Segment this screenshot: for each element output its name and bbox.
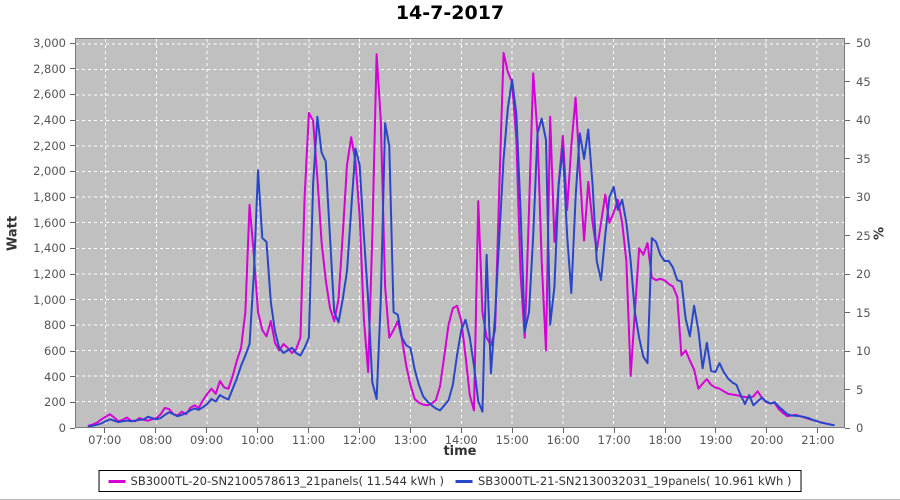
y-left-tick-label: 800 [44, 318, 66, 333]
y-left-tick [70, 273, 75, 275]
y-left-tick-label: 2,600 [33, 87, 66, 102]
x-tick [307, 428, 309, 433]
legend: SB3000TL-20-SN2100578613_21panels( 11.54… [98, 470, 802, 492]
y-left-tick-label: 200 [44, 395, 66, 410]
y-left-tick [70, 42, 75, 44]
y-right-tick-label: 35 [856, 151, 871, 166]
x-tick-label: 18:00 [648, 433, 682, 447]
x-tick-label: 08:00 [139, 433, 173, 447]
x-tick [460, 428, 462, 433]
x-tick-label: 10:00 [240, 433, 275, 447]
x-tick [409, 428, 411, 433]
y-left-tick [70, 68, 75, 70]
x-tick-label: 20:00 [750, 433, 784, 447]
y-left-tick [70, 376, 75, 378]
y-left-tick [70, 401, 75, 403]
y-left-tick [70, 119, 75, 121]
legend-label: SB3000TL-20-SN2100578613_21panels( 11.54… [130, 474, 444, 488]
x-tick [206, 428, 208, 433]
y-left-tick [70, 299, 75, 301]
x-tick-label: 19:00 [699, 433, 733, 447]
y-left-tick-label: 1,200 [33, 267, 66, 281]
y-right-tick [845, 427, 850, 429]
y-right-tick-label: 0 [856, 421, 864, 435]
x-tick-label: 09:00 [190, 433, 224, 447]
legend-item-0: SB3000TL-20-SN2100578613_21panels( 11.54… [108, 474, 444, 488]
x-tick [562, 428, 564, 433]
x-tick-label: 07:00 [88, 433, 122, 447]
y-left-tick-label: 2,000 [33, 164, 66, 179]
y-left-tick [70, 93, 75, 95]
y-left-tick-label: 2,200 [33, 138, 66, 153]
y-left-tick [70, 247, 75, 249]
y-right-tick [845, 235, 850, 236]
y-left-tick-label: 600 [44, 344, 66, 358]
y-right-tick [845, 81, 850, 82]
y-left-tick-label: 1,400 [33, 241, 66, 256]
y-right-tick [845, 312, 850, 313]
series-line-1 [87, 78, 835, 427]
y-right-tick-label: 25 [856, 228, 871, 243]
x-tick [257, 428, 259, 433]
y-right-tick-label: 5 [856, 382, 864, 397]
series-line-0 [87, 51, 831, 427]
legend-label: SB3000TL-21-SN2130032031_19panels( 10.96… [478, 474, 792, 488]
y-right-tick-label: 30 [856, 190, 871, 204]
y-left-tick-label: 2,800 [33, 61, 66, 76]
y-left-tick [70, 427, 75, 429]
y-right-tick [845, 389, 850, 390]
y-right-tick [845, 350, 850, 352]
y-left-tick [70, 222, 75, 224]
y-right-tick-label: 10 [856, 344, 871, 358]
x-tick [817, 428, 819, 433]
y-left-tick [70, 145, 75, 147]
y-left-tick [70, 324, 75, 326]
x-tick-label: 13:00 [393, 433, 427, 447]
legend-swatch-icon [456, 479, 473, 483]
legend-swatch-icon [108, 479, 126, 483]
legend-item-1: SB3000TL-21-SN2130032031_19panels( 10.96… [456, 474, 791, 488]
y-left-tick [70, 170, 75, 172]
y-right-tick [845, 273, 850, 275]
x-tick-label: 16:00 [546, 433, 580, 447]
y-right-tick-label: 50 [856, 36, 871, 50]
y-left-tick-label: 1,000 [33, 292, 66, 307]
y-left-tick-label: 1,800 [33, 190, 66, 204]
x-tick-label: 14:00 [444, 433, 478, 447]
x-tick-label: 11:00 [291, 433, 326, 447]
x-tick [155, 428, 157, 433]
y-left-tick-label: 2,400 [33, 113, 66, 127]
x-tick-label: 21:00 [801, 433, 835, 447]
x-tick [358, 428, 360, 433]
x-axis-title: time [443, 444, 477, 459]
y-right-tick-label: 40 [856, 113, 871, 127]
y-left-tick-label: 400 [44, 369, 66, 384]
chart-title: 14-7-2017 [395, 2, 505, 24]
x-tick [664, 428, 666, 433]
x-tick-label: 17:00 [597, 433, 631, 447]
y-right-tick-label: 45 [856, 74, 871, 89]
y-left-tick-label: 1,600 [33, 215, 66, 230]
y-left-tick-label: 3,000 [33, 36, 66, 50]
y-right-tick-label: 15 [856, 305, 871, 320]
x-tick [104, 428, 106, 433]
y-left-tick [70, 350, 75, 352]
x-tick [766, 428, 768, 433]
x-tick [613, 428, 615, 433]
y-right-tick [845, 158, 850, 159]
y-left-tick [70, 196, 75, 198]
plot-svg [76, 39, 844, 427]
y-right-tick [845, 42, 850, 44]
x-tick [715, 428, 717, 433]
y-right-tick [845, 119, 850, 121]
plot-area[interactable] [75, 38, 845, 428]
y-left-tick-label: 0 [58, 421, 66, 435]
y-right-tick-label: 20 [856, 267, 871, 281]
x-tick [511, 428, 513, 433]
x-tick-label: 15:00 [495, 433, 529, 447]
x-tick-label: 12:00 [342, 433, 376, 447]
y-right-tick [845, 196, 850, 198]
